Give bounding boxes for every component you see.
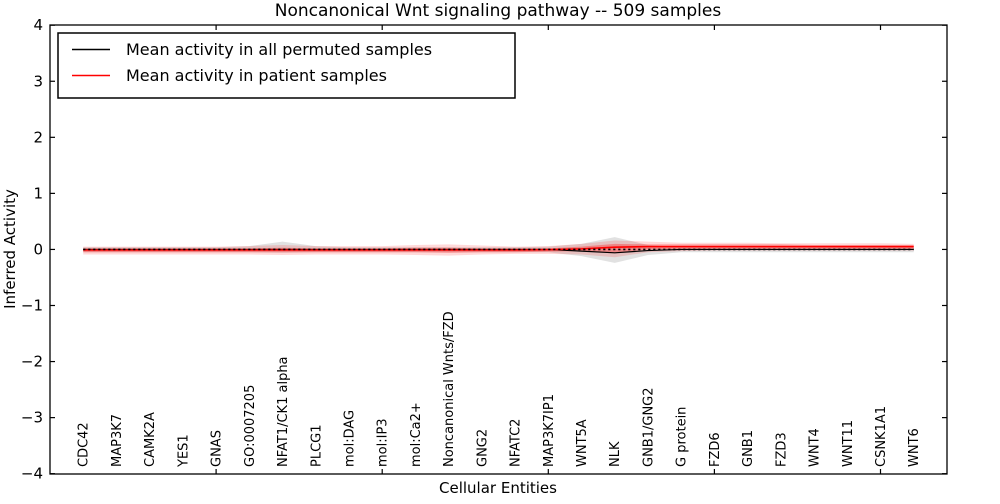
category-label: NFATC2 bbox=[509, 419, 524, 467]
category-label: CSNK1A1 bbox=[874, 406, 889, 467]
tick-layer bbox=[50, 24, 947, 475]
category-label: GNB1 bbox=[741, 430, 756, 467]
legend: Mean activity in all permuted samples Me… bbox=[57, 32, 516, 99]
category-label: WNT6 bbox=[907, 428, 922, 467]
category-label: FZD3 bbox=[774, 432, 789, 467]
ytick-label: 0 bbox=[33, 240, 43, 258]
series-line-layer bbox=[83, 245, 914, 254]
x-axis-label: Cellular Entities bbox=[439, 479, 557, 497]
category-label: CDC42 bbox=[77, 422, 92, 467]
category-label: WNT4 bbox=[808, 428, 823, 467]
category-label: Noncanonical Wnts/FZD bbox=[442, 311, 457, 467]
legend-box bbox=[57, 32, 516, 99]
ytick-label: −3 bbox=[21, 409, 43, 427]
ytick-label-layer: −4 −3 −2 −1 0 1 2 3 4 bbox=[21, 16, 43, 482]
category-label: WNT5A bbox=[575, 419, 590, 467]
legend-label-permuted: Mean activity in all permuted samples bbox=[126, 40, 432, 59]
category-label: NLK bbox=[608, 441, 623, 467]
ytick-label: −4 bbox=[21, 465, 43, 483]
chart-title: Noncanonical Wnt signaling pathway -- 50… bbox=[275, 1, 722, 21]
category-label: MAP3K7 bbox=[110, 414, 125, 467]
ytick-label: 1 bbox=[33, 184, 43, 202]
legend-label-patient: Mean activity in patient samples bbox=[126, 66, 387, 85]
category-label: GNAS bbox=[210, 430, 225, 467]
y-axis-label: Inferred Activity bbox=[1, 189, 19, 309]
ytick-label: −1 bbox=[21, 297, 43, 315]
category-label: WNT11 bbox=[841, 420, 856, 467]
category-label: MAP3K7IP1 bbox=[542, 394, 557, 467]
category-label: mol:DAG bbox=[342, 410, 357, 467]
category-label: GO:0007205 bbox=[243, 385, 258, 467]
ytick-label: 4 bbox=[33, 16, 43, 34]
category-label: GNB1/GNG2 bbox=[641, 387, 656, 467]
category-label: YES1 bbox=[176, 434, 191, 468]
ytick-label: 2 bbox=[33, 128, 43, 146]
category-label: G protein bbox=[675, 407, 690, 467]
category-label-layer: CDC42 MAP3K7 CAMK2A YES1 GNAS GO:0007205 NFAT1… bbox=[77, 311, 922, 468]
category-label: GNG2 bbox=[475, 429, 490, 467]
ytick-label: −2 bbox=[21, 353, 43, 371]
category-label: PLCG1 bbox=[309, 424, 324, 467]
category-label: mol:IP3 bbox=[376, 418, 391, 467]
category-label: mol:Ca2+ bbox=[409, 402, 424, 467]
category-label: NFAT1/CK1 alpha bbox=[276, 356, 291, 467]
ytick-label: 3 bbox=[33, 72, 43, 90]
category-label: CAMK2A bbox=[143, 412, 158, 467]
category-label: FZD6 bbox=[708, 432, 723, 467]
